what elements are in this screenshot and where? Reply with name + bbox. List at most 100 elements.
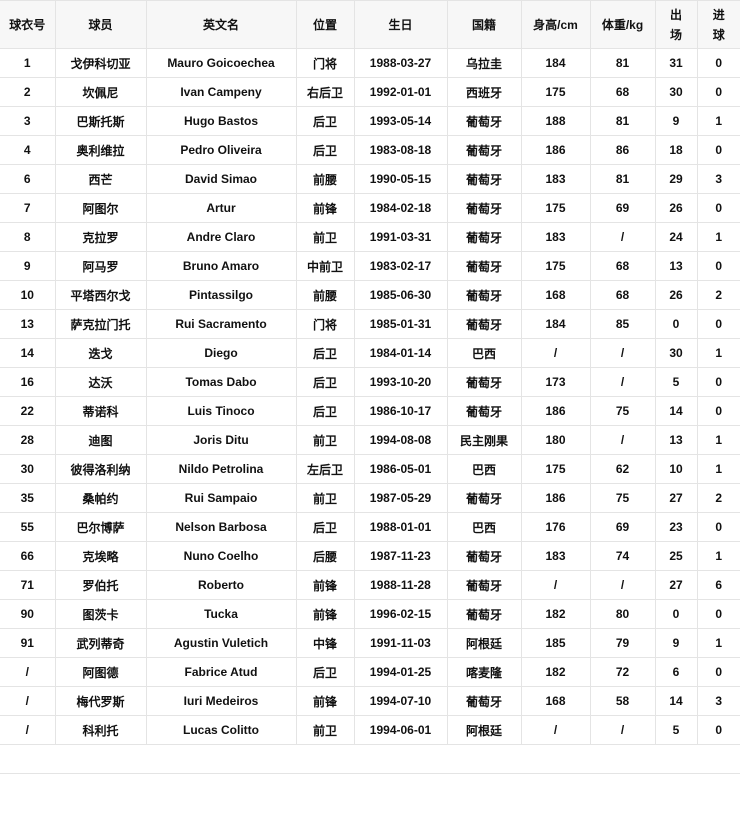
cell-position: 前卫 bbox=[295, 425, 355, 455]
cell-weight: 80 bbox=[589, 599, 656, 629]
table-row: 22 蒂诺科 Luis Tinoco 后卫 1986-10-17 葡萄牙 186 75 14 0 bbox=[0, 396, 740, 426]
cell-position: 前卫 bbox=[295, 483, 355, 513]
cell-birthdate: 1988-03-27 bbox=[353, 48, 448, 78]
cell-goals: 0 bbox=[696, 77, 740, 107]
cell-height: 184 bbox=[520, 309, 591, 339]
cell-position: 后卫 bbox=[295, 396, 355, 426]
cell-appearances: 26 bbox=[654, 193, 698, 223]
header-row: 球衣号 球员 英文名 位置 生日 国籍 身高/cm 体重/kg 出场 进球 bbox=[0, 0, 740, 49]
cell-height: 183 bbox=[520, 222, 591, 252]
cell-weight: 58 bbox=[589, 686, 656, 716]
cell-name-en: Andre Claro bbox=[145, 222, 297, 252]
table-row: 10 平塔西尔戈 Pintassilgo 前腰 1985-06-30 葡萄牙 168 68 26… bbox=[0, 280, 740, 310]
cell-number: / bbox=[0, 715, 56, 745]
table-row: 91 武列蒂奇 Agustin Vuletich 中锋 1991-11-03 阿根廷 185… bbox=[0, 628, 740, 658]
cell-birthdate: 1993-10-20 bbox=[353, 367, 448, 397]
cell-height: 182 bbox=[520, 599, 591, 629]
header-nationality: 国籍 bbox=[446, 0, 522, 49]
table-row: 8 克拉罗 Andre Claro 前卫 1991-03-31 葡萄牙 183/24 1 bbox=[0, 222, 740, 252]
cell-number: 4 bbox=[0, 135, 56, 165]
cell-number: 13 bbox=[0, 309, 56, 339]
cell-position: 门将 bbox=[295, 309, 355, 339]
header-weight: 体重/kg bbox=[589, 0, 656, 49]
cell-appearances: 14 bbox=[654, 396, 698, 426]
cell-name-cn: 巴斯托斯 bbox=[54, 106, 147, 136]
cell-nationality: 民主刚果 bbox=[446, 425, 522, 455]
cell-goals: 0 bbox=[696, 396, 740, 426]
cell-appearances: 13 bbox=[654, 425, 698, 455]
cell-weight: 68 bbox=[589, 280, 656, 310]
cell-appearances: 25 bbox=[654, 541, 698, 571]
cell-number: 66 bbox=[0, 541, 56, 571]
cell-weight: 81 bbox=[589, 106, 656, 136]
cell-number: 35 bbox=[0, 483, 56, 513]
cell-height: 182 bbox=[520, 657, 591, 687]
cell-name-en: Tucka bbox=[145, 599, 297, 629]
cell-name-cn: 彼得洛利纳 bbox=[54, 454, 147, 484]
table-row: 66 克埃略 Nuno Coelho 后腰 1987-11-23 葡萄牙 183 74 25 1 bbox=[0, 541, 740, 571]
cell-goals: 0 bbox=[696, 309, 740, 339]
cell-height: 184 bbox=[520, 48, 591, 78]
header-birthdate: 生日 bbox=[353, 0, 448, 49]
cell-goals: 0 bbox=[696, 715, 740, 745]
cell-weight: 62 bbox=[589, 454, 656, 484]
table-row: 16 达沃 Tomas Dabo 后卫 1993-10-20 葡萄牙 173/5 0 bbox=[0, 367, 740, 397]
cell-nationality: 葡萄牙 bbox=[446, 222, 522, 252]
table-row: 71 罗伯托 Roberto 前锋 1988-11-28 葡萄牙 //27 6 bbox=[0, 570, 740, 600]
cell-name-en: Luis Tinoco bbox=[145, 396, 297, 426]
cell-number: 9 bbox=[0, 251, 56, 281]
cell-number: 3 bbox=[0, 106, 56, 136]
cell-appearances: 9 bbox=[654, 106, 698, 136]
cell-height: 176 bbox=[520, 512, 591, 542]
cell-nationality: 喀麦隆 bbox=[446, 657, 522, 687]
cell-birthdate: 1991-03-31 bbox=[353, 222, 448, 252]
header-height: 身高/cm bbox=[520, 0, 591, 49]
cell-name-cn: 坎佩尼 bbox=[54, 77, 147, 107]
cell-birthdate: 1983-02-17 bbox=[353, 251, 448, 281]
cell-birthdate: 1990-05-15 bbox=[353, 164, 448, 194]
cell-name-en: Nildo Petrolina bbox=[145, 454, 297, 484]
cell-name-cn: 克埃略 bbox=[54, 541, 147, 571]
cell-position: 后卫 bbox=[295, 657, 355, 687]
header-number: 球衣号 bbox=[0, 0, 56, 49]
cell-height: 168 bbox=[520, 280, 591, 310]
cell-goals: 0 bbox=[696, 251, 740, 281]
cell-goals: 1 bbox=[696, 106, 740, 136]
cell-goals: 3 bbox=[696, 686, 740, 716]
cell-position: 后腰 bbox=[295, 541, 355, 571]
cell-goals: 3 bbox=[696, 164, 740, 194]
cell-appearances: 30 bbox=[654, 338, 698, 368]
cell-nationality: 巴西 bbox=[446, 512, 522, 542]
cell-name-en: Hugo Bastos bbox=[145, 106, 297, 136]
table-row: 4 奥利维拉 Pedro Oliveira 后卫 1983-08-18 葡萄牙 186 86 1… bbox=[0, 135, 740, 165]
cell-appearances: 26 bbox=[654, 280, 698, 310]
header-name-en: 英文名 bbox=[145, 0, 297, 49]
cell-height: / bbox=[520, 715, 591, 745]
cell-appearances: 10 bbox=[654, 454, 698, 484]
cell-birthdate: 1983-08-18 bbox=[353, 135, 448, 165]
table-row: 55 巴尔博萨 Nelson Barbosa 后卫 1988-01-01 巴西 176 69 2… bbox=[0, 512, 740, 542]
table-row: 28 迪图 Joris Ditu 前卫 1994-08-08 民主刚果 180/13 1 bbox=[0, 425, 740, 455]
cell-position: 前锋 bbox=[295, 599, 355, 629]
cell-height: 186 bbox=[520, 135, 591, 165]
cell-number: 1 bbox=[0, 48, 56, 78]
table-row: / 梅代罗斯 Iuri Medeiros 前锋 1994-07-10 葡萄牙 168 58 14… bbox=[0, 686, 740, 716]
cell-number: 91 bbox=[0, 628, 56, 658]
cell-weight: / bbox=[589, 425, 656, 455]
cell-name-cn: 西芒 bbox=[54, 164, 147, 194]
table-row: 2 坎佩尼 Ivan Campeny 右后卫 1992-01-01 西班牙 175 68 30 0 bbox=[0, 77, 740, 107]
table-row: 9 阿马罗 Bruno Amaro 中前卫 1983-02-17 葡萄牙 175 68 13 0 bbox=[0, 251, 740, 281]
cell-nationality: 葡萄牙 bbox=[446, 396, 522, 426]
cell-birthdate: 1993-05-14 bbox=[353, 106, 448, 136]
cell-name-en: Pintassilgo bbox=[145, 280, 297, 310]
cell-weight: 75 bbox=[589, 483, 656, 513]
cell-weight: 81 bbox=[589, 164, 656, 194]
cell-name-cn: 达沃 bbox=[54, 367, 147, 397]
cell-number: 2 bbox=[0, 77, 56, 107]
cell-name-cn: 萨克拉门托 bbox=[54, 309, 147, 339]
cell-number: 22 bbox=[0, 396, 56, 426]
cell-nationality: 葡萄牙 bbox=[446, 483, 522, 513]
cell-position: 右后卫 bbox=[295, 77, 355, 107]
cell-appearances: 29 bbox=[654, 164, 698, 194]
cell-birthdate: 1987-11-23 bbox=[353, 541, 448, 571]
